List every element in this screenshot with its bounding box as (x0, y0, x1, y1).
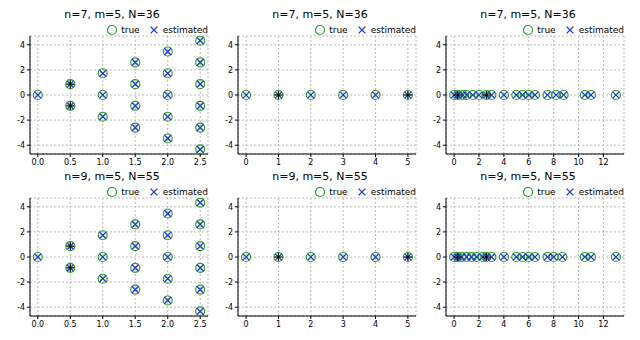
svg-text:0.5: 0.5 (64, 320, 77, 329)
svg-text:1.0: 1.0 (96, 320, 109, 329)
svg-text:12: 12 (598, 158, 608, 167)
svg-text:2: 2 (436, 228, 441, 237)
svg-text:-4: -4 (225, 303, 233, 312)
svg-text:4: 4 (228, 41, 233, 50)
svg-text:4: 4 (501, 158, 506, 167)
svg-text:10: 10 (573, 320, 583, 329)
svg-text:5: 5 (405, 158, 410, 167)
svg-text:0: 0 (436, 91, 441, 100)
svg-text:2.5: 2.5 (194, 158, 207, 167)
svg-text:4: 4 (373, 158, 378, 167)
svg-text:0: 0 (452, 158, 457, 167)
svg-text:1: 1 (276, 158, 281, 167)
svg-text:-4: -4 (17, 141, 25, 150)
html-text:true: true (329, 187, 348, 197)
html-text:n=7, m=5, N=36: n=7, m=5, N=36 (272, 8, 368, 21)
svg-text:1.5: 1.5 (129, 320, 142, 329)
svg-text:-2: -2 (225, 116, 233, 125)
svg-text:-4: -4 (433, 303, 441, 312)
svg-text:-2: -2 (225, 278, 233, 287)
svg-text:-2: -2 (433, 116, 441, 125)
svg-text:0.0: 0.0 (31, 320, 44, 329)
svg-text:-4: -4 (225, 141, 233, 150)
svg-text:5: 5 (405, 320, 410, 329)
svg-text:0: 0 (436, 253, 441, 262)
svg-text:2: 2 (308, 320, 313, 329)
html-text:n=7, m=5, N=36: n=7, m=5, N=36 (480, 8, 576, 21)
svg-text:4: 4 (373, 320, 378, 329)
html-text:n=9, m=5, N=55: n=9, m=5, N=55 (272, 170, 368, 183)
svg-text:4: 4 (436, 203, 441, 212)
svg-text:2: 2 (308, 158, 313, 167)
html-text:estimated: estimated (162, 25, 208, 35)
html-text:estimated: estimated (578, 25, 624, 35)
svg-text:-2: -2 (433, 278, 441, 287)
svg-text:3: 3 (341, 320, 346, 329)
svg-text:6: 6 (526, 320, 531, 329)
svg-text:0: 0 (244, 158, 249, 167)
html-text:true: true (329, 25, 348, 35)
svg-text:8: 8 (551, 158, 556, 167)
svg-text:0.5: 0.5 (64, 158, 77, 167)
svg-text:2.0: 2.0 (161, 320, 174, 329)
svg-text:2: 2 (228, 228, 233, 237)
svg-text:2.5: 2.5 (194, 320, 207, 329)
html-text:estimated: estimated (370, 25, 416, 35)
svg-text:10: 10 (573, 158, 583, 167)
svg-text:0: 0 (244, 320, 249, 329)
svg-text:2: 2 (476, 158, 481, 167)
svg-text:6: 6 (526, 158, 531, 167)
html-text:estimated: estimated (162, 187, 208, 197)
svg-text:3: 3 (341, 158, 346, 167)
svg-text:-4: -4 (433, 141, 441, 150)
svg-text:0: 0 (452, 320, 457, 329)
svg-text:2.0: 2.0 (161, 158, 174, 167)
html-text:n=9, m=5, N=55: n=9, m=5, N=55 (64, 170, 160, 183)
svg-text:0: 0 (228, 91, 233, 100)
svg-text:0: 0 (20, 253, 25, 262)
svg-text:4: 4 (20, 41, 25, 50)
html-text:true: true (121, 187, 140, 197)
svg-text:-2: -2 (17, 116, 25, 125)
svg-text:2: 2 (228, 66, 233, 75)
svg-text:0.0: 0.0 (31, 158, 44, 167)
svg-text:4: 4 (436, 41, 441, 50)
svg-text:2: 2 (436, 66, 441, 75)
svg-text:1.0: 1.0 (96, 158, 109, 167)
html-text:true: true (537, 25, 556, 35)
svg-text:2: 2 (476, 320, 481, 329)
html-text:true: true (537, 187, 556, 197)
svg-text:0: 0 (20, 91, 25, 100)
svg-text:1.5: 1.5 (129, 158, 142, 167)
svg-text:4: 4 (228, 203, 233, 212)
html-text:true: true (121, 25, 140, 35)
svg-text:4: 4 (501, 320, 506, 329)
svg-text:1: 1 (276, 320, 281, 329)
svg-text:2: 2 (20, 66, 25, 75)
html-text:n=7, m=5, N=36: n=7, m=5, N=36 (64, 8, 160, 21)
svg-text:0: 0 (228, 253, 233, 262)
svg-text:-2: -2 (17, 278, 25, 287)
svg-text:4: 4 (20, 203, 25, 212)
svg-text:12: 12 (598, 320, 608, 329)
html-text:estimated: estimated (578, 187, 624, 197)
html-text:estimated: estimated (370, 187, 416, 197)
svg-text:8: 8 (551, 320, 556, 329)
svg-text:-4: -4 (17, 303, 25, 312)
svg-text:2: 2 (20, 228, 25, 237)
html-text:n=9, m=5, N=55: n=9, m=5, N=55 (480, 170, 576, 183)
